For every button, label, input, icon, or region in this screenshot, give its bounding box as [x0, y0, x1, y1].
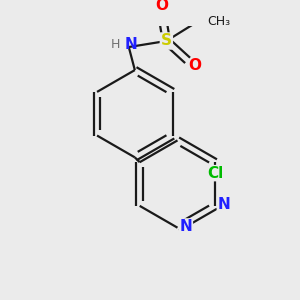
Text: N: N	[180, 219, 192, 234]
Text: N: N	[125, 37, 138, 52]
Text: Cl: Cl	[207, 166, 224, 181]
Text: O: O	[188, 58, 201, 73]
Text: N: N	[218, 197, 230, 212]
Text: O: O	[155, 0, 168, 13]
Text: S: S	[161, 34, 172, 49]
Text: CH₃: CH₃	[207, 15, 230, 28]
Text: H: H	[111, 38, 120, 51]
